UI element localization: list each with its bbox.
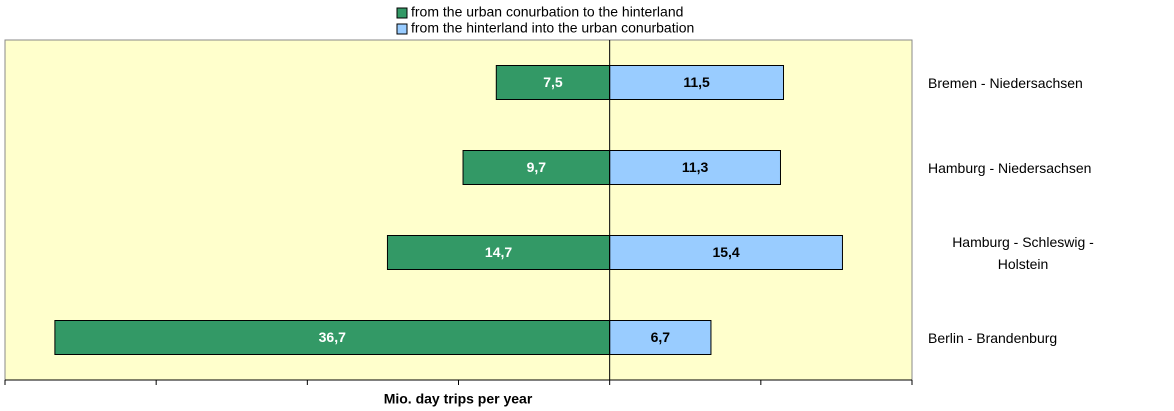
- value-label: 11,3: [682, 159, 709, 175]
- value-label: 11,5: [683, 74, 710, 90]
- bar: [609, 235, 843, 270]
- value-label: 15,4: [712, 244, 739, 260]
- value-label: 36,7: [319, 329, 346, 345]
- legend-label: from the urban conurbation to the hinter…: [411, 4, 683, 20]
- bar: [609, 65, 785, 100]
- value-label: 14,7: [485, 244, 512, 260]
- legend-label: from the hinterland into the urban conur…: [411, 20, 694, 36]
- bar: [495, 65, 611, 100]
- category-label: Berlin - Brandenburg: [928, 329, 1058, 346]
- value-label: 7,5: [543, 74, 563, 90]
- bar: [609, 150, 781, 185]
- category-label: Hamburg - Schleswig - Holstein: [952, 233, 1094, 272]
- x-axis-title: Mio. day trips per year: [384, 391, 533, 407]
- value-label: 9,7: [527, 159, 547, 175]
- legend-swatch: [396, 23, 408, 35]
- category-label: Hamburg - Niedersachsen: [928, 159, 1092, 176]
- legend-swatch: [396, 7, 408, 19]
- value-label: 6,7: [651, 329, 671, 345]
- bar: [609, 320, 712, 355]
- category-label: Bremen - Niedersachsen: [928, 74, 1083, 91]
